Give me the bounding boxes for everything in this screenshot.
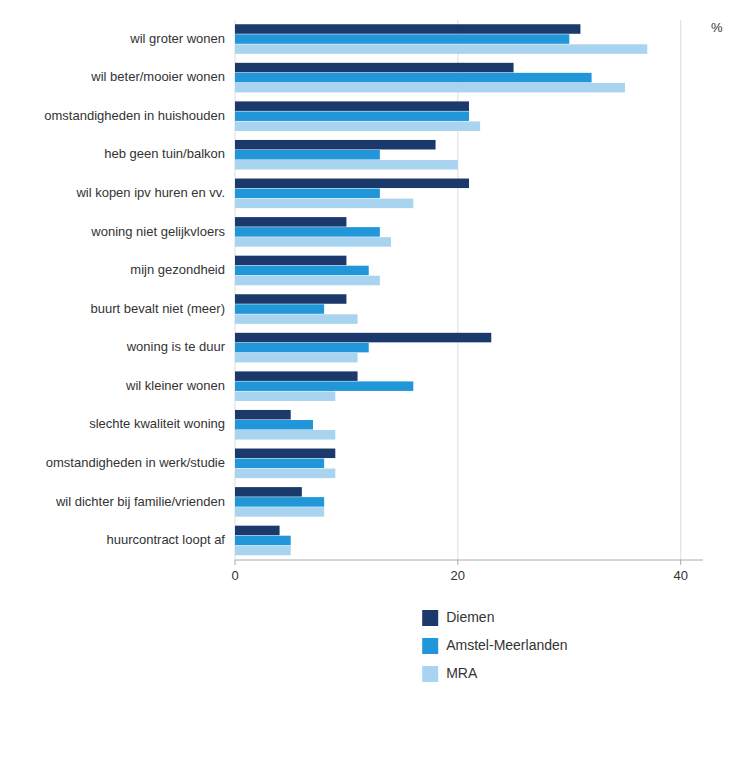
chart-container: wil groter wonen wil beter/mooier wonen om… xyxy=(0,0,743,758)
y-tick-label: wil dichter bij familie/vrienden xyxy=(55,494,225,509)
y-tick-label: wil kopen ipv huren en vv. xyxy=(75,185,225,200)
x-tick xyxy=(235,560,236,565)
y-tick-label: wil groter wonen xyxy=(129,31,225,46)
legend-swatch xyxy=(422,638,438,654)
bar xyxy=(235,101,469,111)
x-axis: 0 20 40 xyxy=(231,560,703,583)
bar xyxy=(235,371,358,381)
y-tick-label: wil beter/mooier wonen xyxy=(90,69,225,84)
y-tick-label: heb geen tuin/balkon xyxy=(104,146,225,161)
bar xyxy=(235,83,625,93)
y-axis: wil groter wonen wil beter/mooier wonen om… xyxy=(44,31,225,547)
bar xyxy=(235,546,291,556)
bar xyxy=(235,410,291,420)
grid-line xyxy=(235,20,236,560)
bar xyxy=(235,449,335,459)
bar xyxy=(235,420,313,430)
bar xyxy=(235,507,324,517)
bar xyxy=(235,304,324,314)
bar xyxy=(235,294,346,304)
bar xyxy=(235,353,358,363)
bar xyxy=(235,24,580,34)
bar xyxy=(235,179,469,189)
y-tick-label: woning is te duur xyxy=(126,339,226,354)
y-tick-label: huurcontract loopt af xyxy=(106,532,225,547)
y-tick-label: omstandigheden in huishouden xyxy=(44,108,225,123)
x-axis-label: % xyxy=(711,20,723,35)
y-tick-label: buurt bevalt niet (meer) xyxy=(91,301,225,316)
y-tick-label: mijn gezondheid xyxy=(130,262,225,277)
bar xyxy=(235,140,436,150)
bar xyxy=(235,237,391,247)
legend-swatch xyxy=(422,666,438,682)
bar xyxy=(235,276,380,286)
bar xyxy=(235,217,346,227)
bar xyxy=(235,63,514,73)
grid xyxy=(235,20,681,560)
bar xyxy=(235,150,380,160)
legend: Diemen Amstel-Meerlanden MRA xyxy=(422,609,567,682)
bar xyxy=(235,227,380,237)
legend-label: MRA xyxy=(446,665,478,681)
y-tick-label: wil kleiner wonen xyxy=(125,378,225,393)
bar xyxy=(235,469,335,479)
bar xyxy=(235,381,413,391)
legend-swatch xyxy=(422,610,438,626)
bar xyxy=(235,189,380,199)
grid-line xyxy=(457,20,458,560)
bar xyxy=(235,459,324,469)
x-tick xyxy=(680,560,681,565)
bars xyxy=(235,24,647,555)
y-tick-label: woning niet gelijkvloers xyxy=(90,224,225,239)
y-tick-label: omstandigheden in werk/studie xyxy=(46,455,225,470)
y-tick-label: slechte kwaliteit woning xyxy=(89,416,225,431)
x-tick-label: 0 xyxy=(231,568,238,583)
bar xyxy=(235,536,291,546)
bar xyxy=(235,497,324,507)
bar xyxy=(235,333,491,343)
x-axis-line xyxy=(235,560,703,561)
bar xyxy=(235,343,369,353)
chart-svg: wil groter wonen wil beter/mooier wonen om… xyxy=(0,0,743,758)
bar xyxy=(235,121,480,131)
bar xyxy=(235,199,413,209)
bar xyxy=(235,487,302,497)
legend-label: Diemen xyxy=(446,609,494,625)
bar xyxy=(235,430,335,440)
bar xyxy=(235,266,369,276)
x-tick-label: 20 xyxy=(451,568,465,583)
bar xyxy=(235,160,458,170)
bar xyxy=(235,73,592,83)
bar xyxy=(235,44,647,54)
x-tick xyxy=(457,560,458,565)
legend-label: Amstel-Meerlanden xyxy=(446,637,567,653)
bar xyxy=(235,391,335,401)
bar xyxy=(235,34,569,44)
x-tick-label: 40 xyxy=(673,568,687,583)
bar xyxy=(235,256,346,266)
bar xyxy=(235,111,469,121)
grid-line xyxy=(680,20,681,560)
bar xyxy=(235,314,358,324)
bar xyxy=(235,526,280,536)
